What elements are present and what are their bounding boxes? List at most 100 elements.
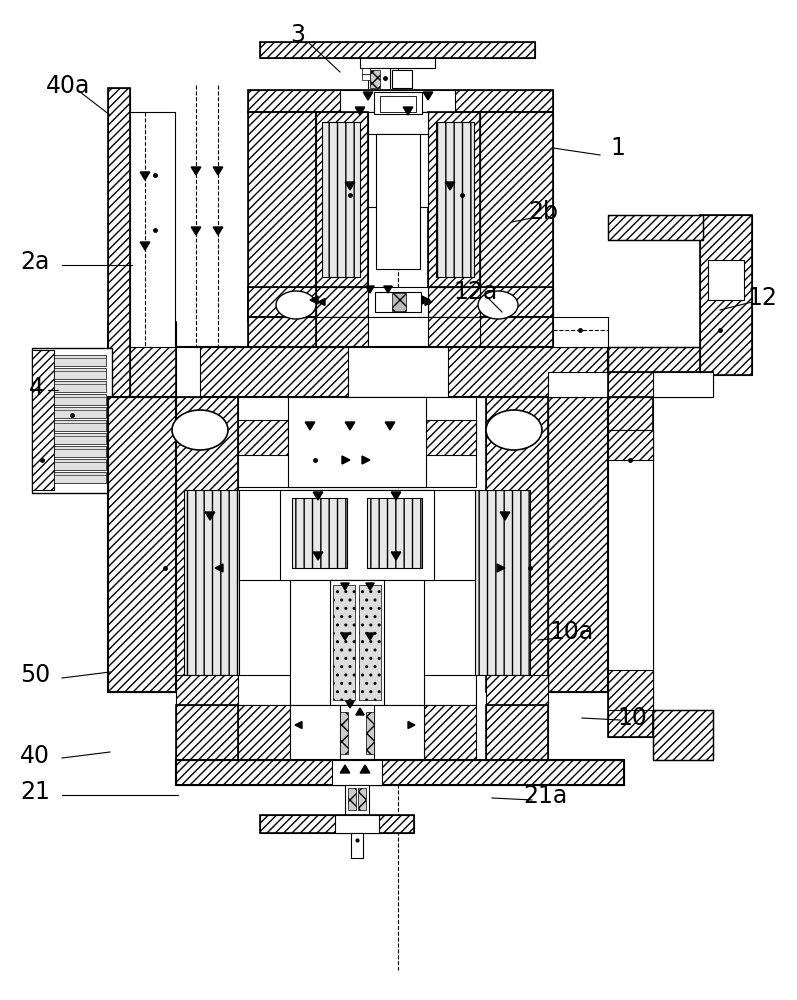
Bar bbox=[345, 785, 369, 815]
Polygon shape bbox=[391, 492, 401, 500]
Text: 1: 1 bbox=[611, 136, 626, 160]
Bar bbox=[608, 397, 653, 737]
Bar bbox=[351, 833, 363, 858]
Bar bbox=[108, 347, 608, 397]
Polygon shape bbox=[214, 227, 223, 235]
Bar bbox=[176, 705, 238, 760]
Bar bbox=[290, 580, 424, 705]
Text: 12a: 12a bbox=[453, 280, 498, 304]
Bar bbox=[548, 397, 608, 692]
Bar bbox=[348, 788, 356, 810]
Bar bbox=[486, 705, 548, 760]
Bar bbox=[368, 68, 390, 90]
Bar bbox=[700, 215, 752, 375]
Ellipse shape bbox=[276, 291, 316, 319]
Polygon shape bbox=[422, 296, 430, 304]
Bar bbox=[54, 368, 106, 379]
Bar bbox=[176, 675, 238, 705]
Bar bbox=[608, 397, 653, 737]
Bar bbox=[108, 397, 176, 692]
Bar bbox=[608, 430, 653, 460]
Bar bbox=[368, 287, 428, 317]
Bar bbox=[260, 42, 535, 58]
Bar bbox=[708, 260, 744, 300]
Bar bbox=[32, 348, 112, 493]
Polygon shape bbox=[313, 552, 323, 560]
Bar bbox=[608, 347, 713, 372]
Bar bbox=[54, 394, 106, 405]
Bar bbox=[608, 347, 713, 372]
Bar bbox=[316, 112, 368, 287]
Bar bbox=[428, 287, 480, 317]
Polygon shape bbox=[345, 422, 355, 430]
Polygon shape bbox=[345, 182, 355, 190]
Bar bbox=[475, 490, 530, 675]
Polygon shape bbox=[366, 286, 375, 293]
Bar bbox=[428, 317, 480, 347]
Bar bbox=[184, 490, 239, 675]
Polygon shape bbox=[305, 422, 315, 430]
Bar bbox=[480, 112, 553, 322]
Bar bbox=[108, 322, 176, 397]
Bar bbox=[32, 350, 54, 490]
Bar bbox=[280, 490, 434, 580]
Polygon shape bbox=[360, 765, 370, 773]
Bar bbox=[376, 134, 420, 269]
Bar bbox=[367, 498, 422, 568]
Bar bbox=[436, 122, 474, 277]
Bar bbox=[248, 90, 553, 112]
Bar bbox=[175, 347, 200, 397]
Bar bbox=[176, 705, 238, 760]
Bar bbox=[130, 112, 175, 347]
Bar bbox=[608, 670, 653, 710]
Ellipse shape bbox=[172, 410, 228, 450]
Bar bbox=[424, 675, 476, 705]
Polygon shape bbox=[318, 298, 325, 306]
Text: 12: 12 bbox=[747, 286, 777, 310]
Bar bbox=[480, 317, 553, 347]
Bar bbox=[316, 287, 368, 317]
Text: 21a: 21a bbox=[523, 784, 567, 808]
Polygon shape bbox=[313, 492, 323, 500]
Bar bbox=[553, 317, 608, 347]
Bar bbox=[367, 498, 422, 568]
Bar bbox=[316, 287, 368, 317]
Bar bbox=[548, 397, 608, 692]
Bar bbox=[290, 705, 424, 760]
Polygon shape bbox=[501, 512, 510, 520]
Bar bbox=[260, 42, 535, 58]
Polygon shape bbox=[408, 722, 415, 728]
Polygon shape bbox=[310, 296, 318, 304]
Bar bbox=[368, 112, 428, 134]
Bar bbox=[375, 292, 421, 312]
Bar bbox=[426, 420, 476, 455]
Bar bbox=[368, 112, 428, 207]
Bar bbox=[362, 68, 370, 74]
Bar bbox=[370, 70, 380, 88]
Bar bbox=[392, 70, 412, 88]
Bar bbox=[108, 88, 130, 568]
Polygon shape bbox=[341, 583, 349, 590]
Polygon shape bbox=[355, 107, 365, 115]
Bar bbox=[288, 397, 426, 487]
Text: 2b: 2b bbox=[528, 200, 558, 224]
Bar bbox=[108, 347, 608, 397]
Bar bbox=[239, 490, 475, 580]
Bar bbox=[322, 122, 360, 277]
Bar bbox=[374, 92, 422, 114]
Bar bbox=[322, 122, 360, 277]
Bar bbox=[340, 712, 348, 754]
Bar bbox=[333, 585, 355, 700]
Bar bbox=[184, 490, 239, 675]
Text: 10a: 10a bbox=[550, 620, 594, 644]
Polygon shape bbox=[295, 722, 302, 728]
Bar bbox=[54, 472, 106, 483]
Bar bbox=[316, 112, 368, 287]
Polygon shape bbox=[140, 172, 150, 180]
Bar bbox=[368, 317, 428, 347]
Bar bbox=[486, 397, 548, 692]
Bar bbox=[358, 788, 366, 810]
Bar bbox=[348, 347, 448, 397]
Bar bbox=[362, 74, 370, 80]
Bar bbox=[54, 355, 106, 366]
